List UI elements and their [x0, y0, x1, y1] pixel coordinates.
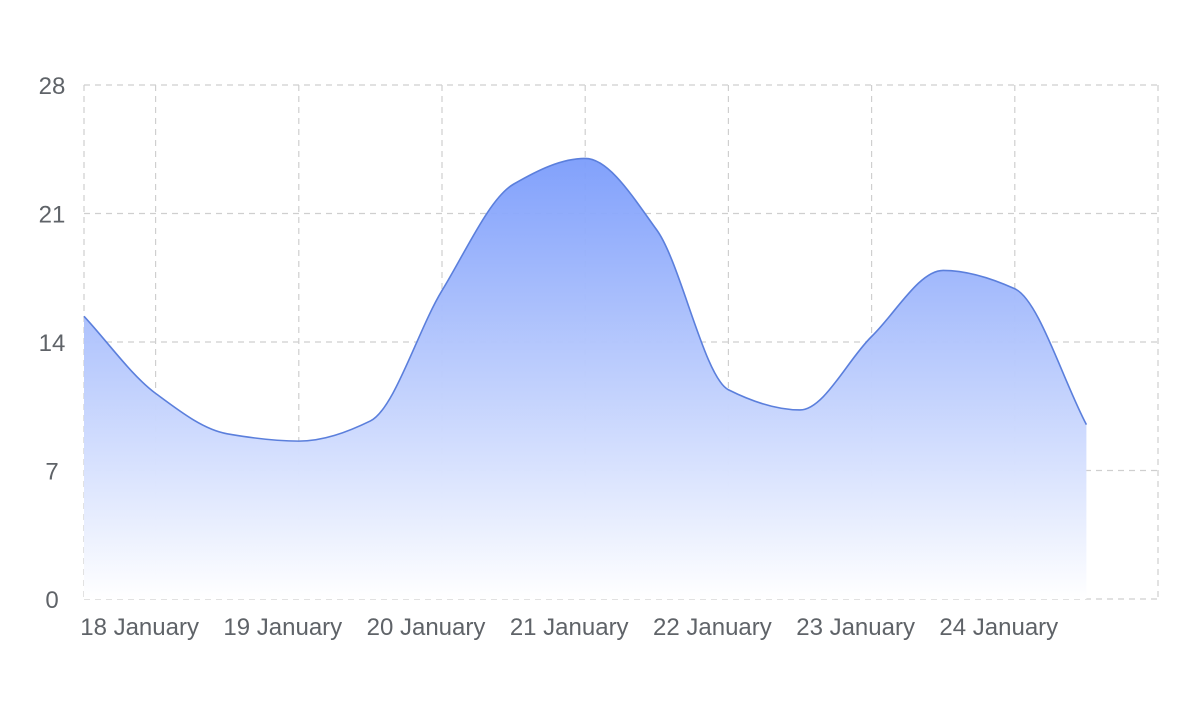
x-axis-ticks: 18 January 19 January 20 January 21 January… — [80, 614, 1058, 641]
series-line — [83, 157, 1088, 442]
x-tick-label: 19 January — [223, 614, 342, 641]
area-fill — [84, 158, 1087, 599]
y-tick-label: 21 — [39, 202, 66, 229]
y-tick-label: 7 — [45, 459, 58, 486]
x-tick-label: 23 January — [796, 614, 915, 641]
x-tick-label: 21 January — [510, 614, 629, 641]
x-tick-label: 18 January — [80, 614, 199, 641]
y-tick-label: 14 — [39, 330, 66, 357]
y-tick-label: 28 — [39, 73, 66, 100]
y-axis-ticks: 0 7 14 21 28 — [39, 73, 66, 614]
x-tick-label: 20 January — [367, 614, 486, 641]
y-tick-label: 0 — [45, 587, 58, 614]
x-tick-label: 24 January — [939, 614, 1058, 641]
area-series — [83, 157, 1088, 599]
x-tick-label: 22 January — [653, 614, 772, 641]
